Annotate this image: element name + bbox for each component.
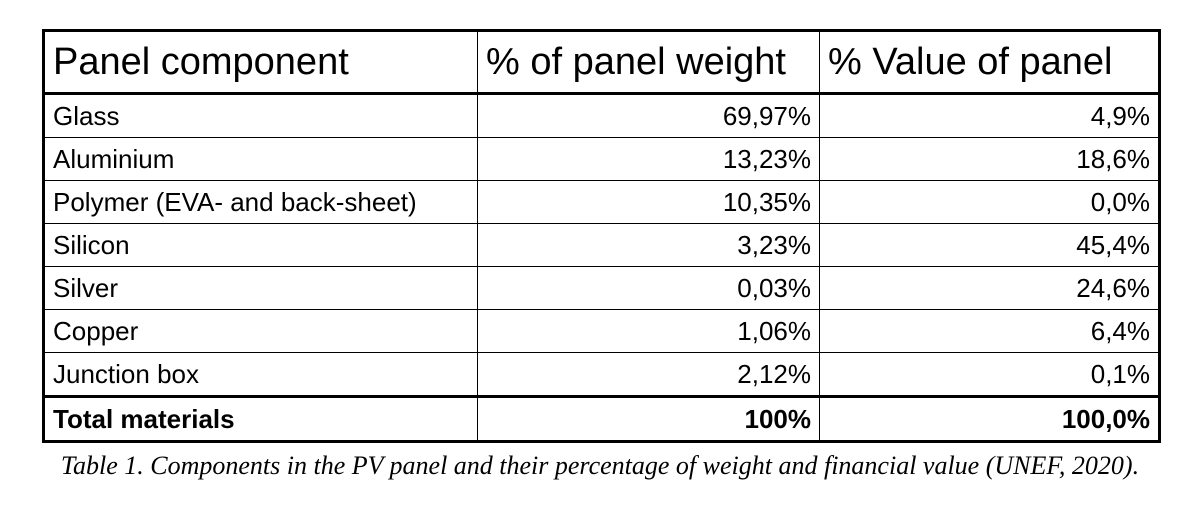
value-cell: 3,23% [477,223,820,267]
total-label-cell: Total materials [43,395,478,442]
total-value-cell: 100% [477,395,820,442]
total-row: Total materials 100% 100,0% [43,395,1160,442]
table-caption: Table 1. Components in the PV panel and … [60,451,1140,480]
table-row: Junction box 2,12% 0,1% [43,352,1160,397]
component-cell: Silver [43,266,478,310]
value-cell: 0,03% [477,266,820,310]
component-cell: Copper [43,309,478,353]
header-cell: % Value of panel [819,30,1160,95]
value-cell: 4,9% [819,93,1160,138]
header-cell: Panel component [43,30,478,95]
table-row: Polymer (EVA- and back-sheet) 10,35% 0,0% [43,180,1160,224]
value-cell: 2,12% [477,352,820,397]
components-table: Panel component% of panel weight% Value … [42,29,1161,443]
value-cell: 18,6% [819,137,1160,181]
value-cell: 0,1% [819,352,1160,397]
table-row: Copper 1,06% 6,4% [43,309,1160,353]
value-cell: 69,97% [477,93,820,138]
value-cell: 13,23% [477,137,820,181]
value-cell: 45,4% [819,223,1160,267]
component-cell: Junction box [43,352,478,397]
table-row: Silicon 3,23% 45,4% [43,223,1160,267]
value-cell: 10,35% [477,180,820,224]
component-cell: Aluminium [43,137,478,181]
table-row: Silver 0,03% 24,6% [43,266,1160,310]
value-cell: 1,06% [477,309,820,353]
table-row: Aluminium 13,23% 18,6% [43,137,1160,181]
header-cell: % of panel weight [477,30,820,95]
component-cell: Silicon [43,223,478,267]
value-cell: 24,6% [819,266,1160,310]
total-value-cell: 100,0% [819,395,1160,442]
header-row: Panel component% of panel weight% Value … [43,30,1160,95]
value-cell: 6,4% [819,309,1160,353]
component-cell: Glass [43,93,478,138]
table-row: Glass 69,97% 4,9% [43,93,1160,138]
component-cell: Polymer (EVA- and back-sheet) [43,180,478,224]
value-cell: 0,0% [819,180,1160,224]
